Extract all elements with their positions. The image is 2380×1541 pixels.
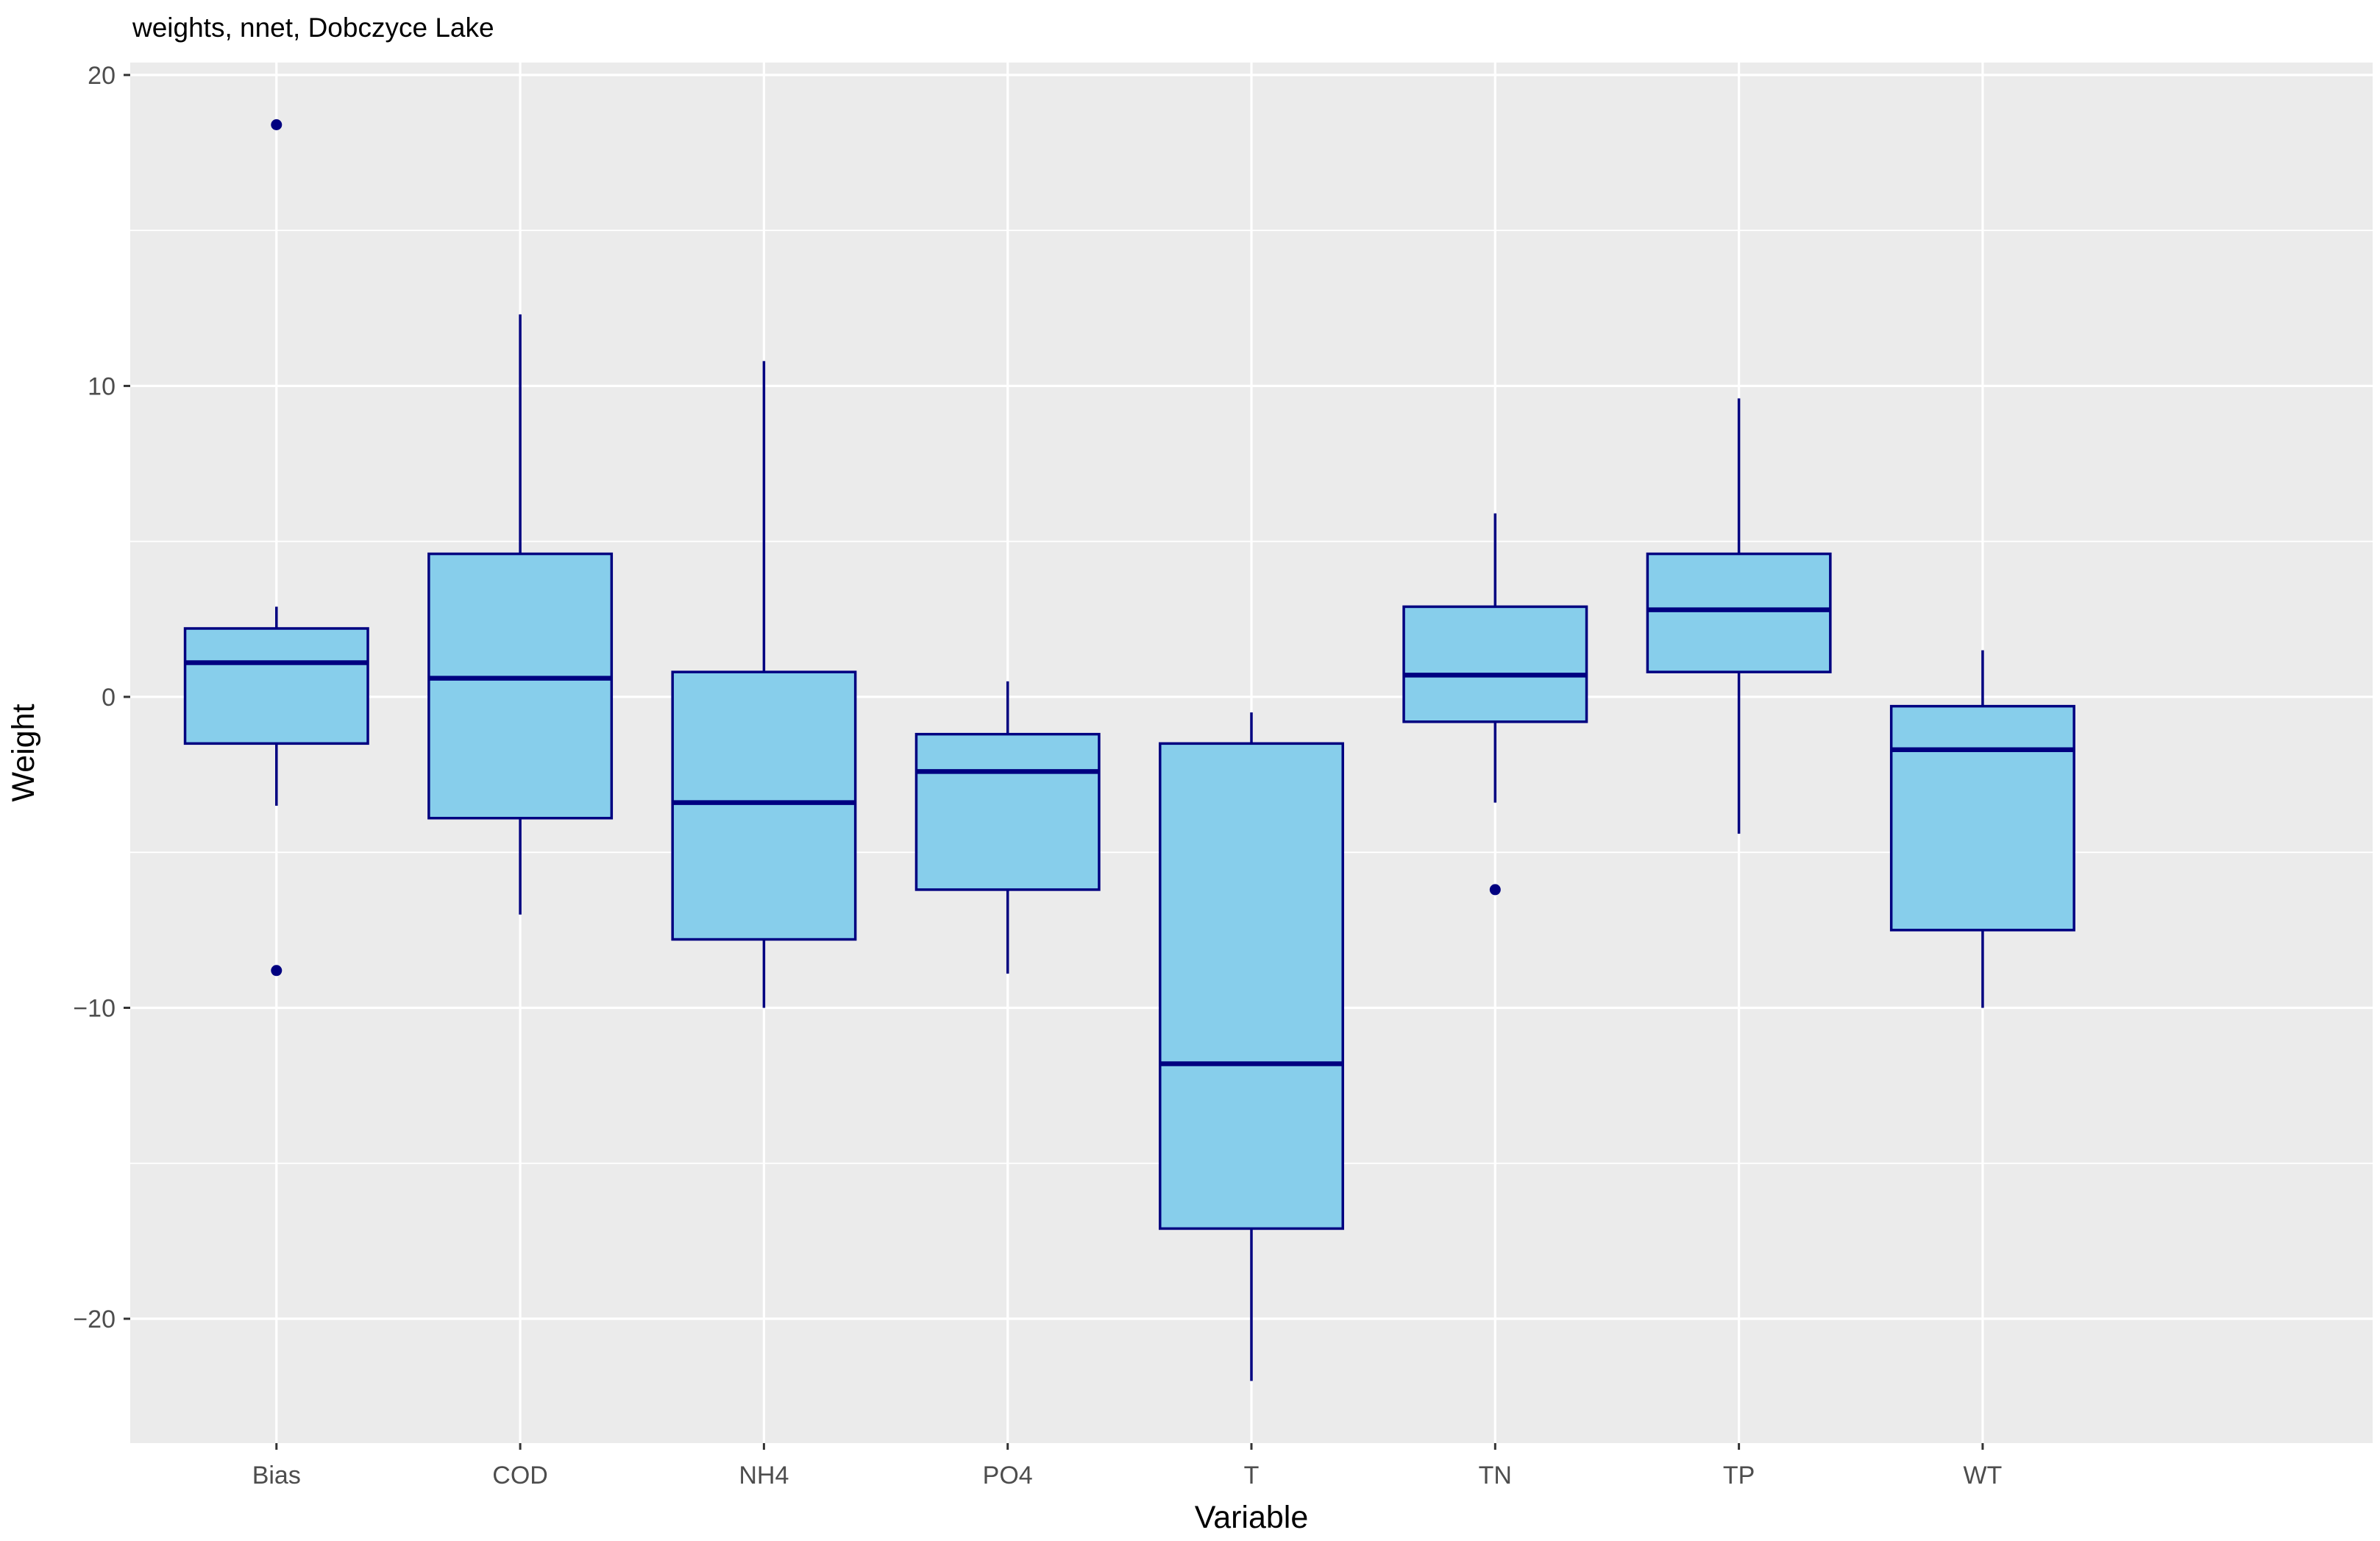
box-iqr — [1889, 704, 2075, 932]
y-tick-label: 10 — [88, 372, 116, 400]
x-tick-label: PO4 — [983, 1462, 1033, 1489]
box-tp — [1646, 398, 1832, 834]
y-tick-label: 20 — [88, 62, 116, 90]
x-tick-label: WT — [1963, 1462, 2002, 1489]
box-iqr — [1646, 552, 1832, 673]
box-wt — [1889, 650, 2075, 1008]
box-cod — [427, 314, 614, 915]
y-tick-label: −10 — [73, 994, 116, 1022]
x-axis-title: Variable — [1195, 1500, 1309, 1535]
box-iqr — [1159, 742, 1344, 1230]
y-tick-label: −20 — [73, 1306, 116, 1333]
box-iqr — [914, 732, 1101, 891]
box-iqr — [427, 552, 614, 820]
x-tick-label: TP — [1723, 1462, 1755, 1489]
y-tick-label: 0 — [102, 684, 116, 712]
x-tick-label: Bias — [252, 1462, 301, 1489]
outlier-point — [271, 119, 283, 131]
x-tick-label: T — [1244, 1462, 1260, 1489]
outlier-point — [1489, 884, 1501, 896]
outlier-point — [271, 965, 283, 977]
box-nh4 — [671, 361, 857, 1008]
box-po4 — [914, 681, 1101, 974]
box-t — [1159, 712, 1344, 1381]
y-axis-title: Weight — [6, 704, 41, 801]
box-tn — [1402, 513, 1588, 896]
box-bias — [183, 119, 369, 977]
box-iqr — [183, 627, 369, 745]
plot-panel: 20 10 0 −10 −20 Bias COD NH4 PO4 T TN TP WT — [73, 62, 2373, 1489]
plot-title: weights, nnet, Dobczyce Lake — [132, 13, 494, 43]
x-tick-label: NH4 — [739, 1462, 789, 1489]
x-tick-label: COD — [492, 1462, 548, 1489]
x-tick-label: TN — [1479, 1462, 1512, 1489]
box-iqr — [1402, 605, 1588, 723]
box-iqr — [671, 670, 857, 941]
